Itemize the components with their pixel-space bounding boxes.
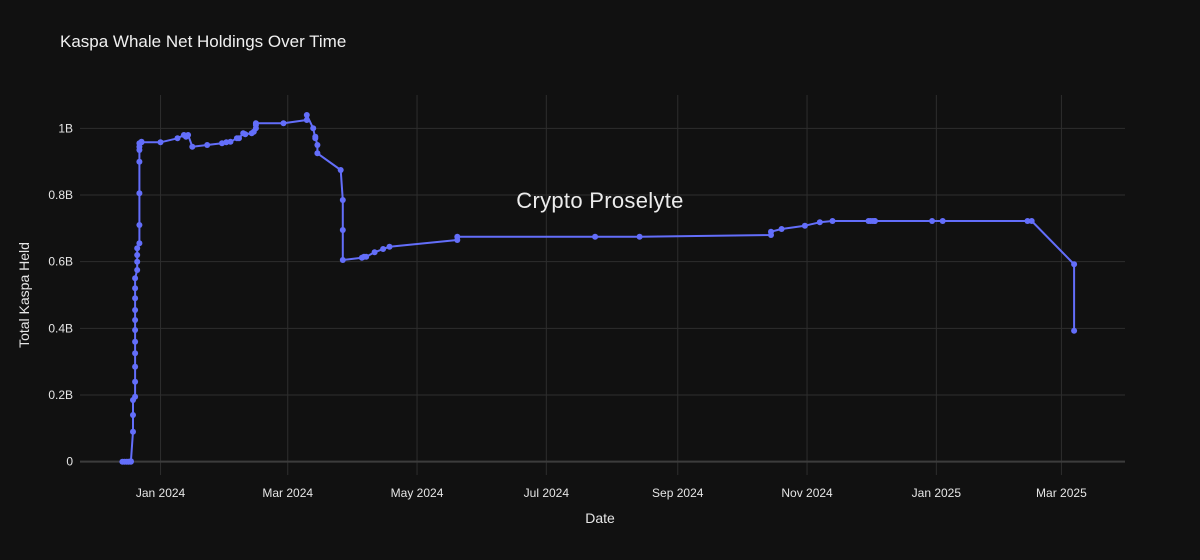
x-tick-label: Mar 2025 bbox=[1036, 486, 1087, 500]
data-point[interactable] bbox=[314, 150, 321, 157]
data-point[interactable] bbox=[1071, 261, 1078, 268]
data-point[interactable] bbox=[939, 218, 946, 224]
data-point[interactable] bbox=[303, 112, 310, 118]
data-point[interactable] bbox=[227, 138, 234, 145]
data-point[interactable] bbox=[280, 120, 287, 127]
data-point[interactable] bbox=[136, 158, 143, 165]
data-point[interactable] bbox=[314, 142, 321, 148]
data-point[interactable] bbox=[816, 219, 823, 226]
watermark-text: Crypto Proselyte bbox=[516, 188, 683, 213]
x-tick-label: Mar 2024 bbox=[262, 486, 313, 500]
x-tick-label: Nov 2024 bbox=[781, 486, 833, 500]
data-point[interactable] bbox=[871, 218, 878, 224]
data-point[interactable] bbox=[1071, 327, 1078, 334]
chart-title: Kaspa Whale Net Holdings Over Time bbox=[60, 32, 346, 51]
x-axis-title: Date bbox=[585, 510, 615, 526]
data-point[interactable] bbox=[339, 197, 346, 203]
data-point[interactable] bbox=[132, 295, 139, 302]
data-point[interactable] bbox=[339, 227, 346, 233]
data-point[interactable] bbox=[134, 245, 141, 252]
data-point[interactable] bbox=[371, 249, 378, 256]
data-point[interactable] bbox=[829, 218, 836, 224]
data-point[interactable] bbox=[363, 253, 370, 260]
data-point[interactable] bbox=[132, 327, 139, 333]
data-point[interactable] bbox=[132, 363, 139, 370]
x-tick-label: Jul 2024 bbox=[524, 486, 570, 500]
data-point[interactable] bbox=[134, 252, 141, 258]
data-point[interactable] bbox=[136, 240, 143, 247]
y-tick-label: 0.8B bbox=[48, 188, 73, 202]
data-point[interactable] bbox=[132, 350, 139, 357]
y-tick-label: 0.2B bbox=[48, 388, 73, 402]
data-point[interactable] bbox=[138, 139, 145, 146]
data-point[interactable] bbox=[386, 243, 393, 250]
y-tick-label: 1B bbox=[58, 121, 73, 135]
x-tick-label: Jan 2025 bbox=[912, 486, 962, 500]
data-point[interactable] bbox=[768, 228, 774, 235]
data-point[interactable] bbox=[312, 133, 319, 140]
y-axis-title: Total Kaspa Held bbox=[16, 242, 32, 348]
data-point[interactable] bbox=[339, 257, 346, 263]
data-point[interactable] bbox=[127, 458, 134, 465]
data-point[interactable] bbox=[136, 190, 143, 197]
data-point[interactable] bbox=[185, 132, 192, 138]
data-point[interactable] bbox=[337, 167, 344, 173]
gridlines bbox=[80, 95, 1125, 475]
data-point[interactable] bbox=[157, 139, 164, 146]
data-point[interactable] bbox=[130, 412, 136, 418]
x-tick-label: Sep 2024 bbox=[652, 486, 704, 500]
data-point[interactable] bbox=[132, 307, 139, 313]
data-point[interactable] bbox=[242, 131, 249, 138]
data-point[interactable] bbox=[136, 222, 143, 228]
data-point[interactable] bbox=[303, 117, 310, 123]
x-tick-label: Jan 2024 bbox=[136, 486, 186, 500]
data-point[interactable] bbox=[189, 143, 196, 150]
data-point[interactable] bbox=[134, 267, 141, 273]
tick-labels: Jan 2024 Mar 2024 May 2024 Jul 2024 Sep 2024… bbox=[48, 121, 1087, 500]
data-point[interactable] bbox=[134, 258, 141, 265]
data-point[interactable] bbox=[132, 378, 139, 385]
data-point[interactable] bbox=[132, 285, 139, 292]
data-point[interactable] bbox=[130, 428, 136, 435]
y-tick-label: 0.6B bbox=[48, 255, 73, 269]
data-point[interactable] bbox=[592, 233, 599, 240]
data-point[interactable] bbox=[236, 135, 242, 142]
data-point[interactable] bbox=[778, 226, 785, 232]
data-point[interactable] bbox=[132, 393, 139, 400]
data-point[interactable] bbox=[454, 233, 461, 240]
data-point[interactable] bbox=[204, 142, 211, 148]
y-tick-label: 0.4B bbox=[48, 321, 73, 335]
data-point[interactable] bbox=[636, 233, 643, 240]
data-point[interactable] bbox=[929, 218, 936, 224]
data-point[interactable] bbox=[132, 317, 139, 323]
data-point[interactable] bbox=[801, 222, 808, 229]
data-point[interactable] bbox=[310, 125, 317, 132]
data-point[interactable] bbox=[380, 246, 387, 252]
data-point[interactable] bbox=[132, 338, 139, 345]
data-point[interactable] bbox=[174, 135, 181, 142]
y-tick-label: 0 bbox=[66, 455, 73, 469]
data-point[interactable] bbox=[1028, 218, 1035, 224]
series-layer bbox=[119, 112, 1078, 465]
data-point[interactable] bbox=[132, 275, 139, 282]
x-tick-label: May 2024 bbox=[391, 486, 444, 500]
data-point[interactable] bbox=[1024, 218, 1031, 224]
data-point[interactable] bbox=[252, 120, 259, 127]
